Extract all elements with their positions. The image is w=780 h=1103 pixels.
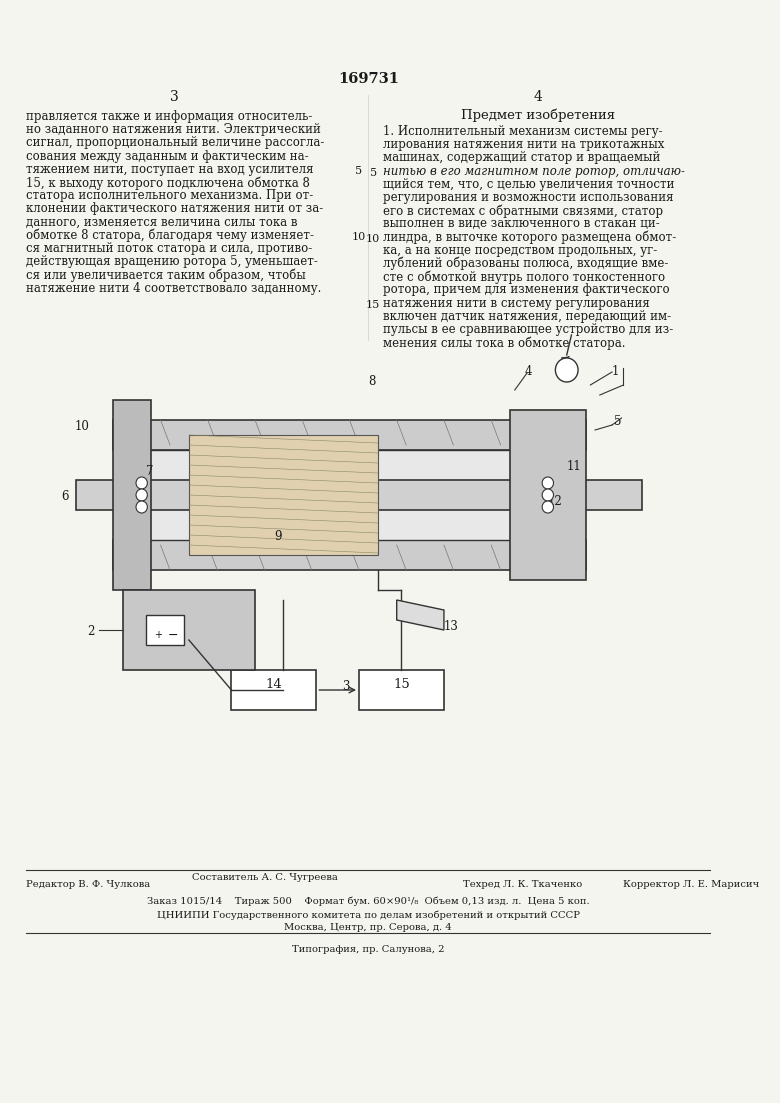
Bar [113, 420, 586, 450]
Text: ка, а на конце посредством продольных, уг-: ка, а на конце посредством продольных, у… [382, 244, 657, 257]
Text: его в системах с обратными связями, статор: его в системах с обратными связями, стат… [382, 204, 663, 217]
Text: машинах, содержащий статор и вращаемый: машинах, содержащий статор и вращаемый [382, 151, 660, 164]
Text: 5: 5 [356, 167, 363, 176]
Text: регулирования и возможности использования: регулирования и возможности использовани… [382, 191, 673, 204]
Text: ся магнитный поток статора и сила, противо-: ся магнитный поток статора и сила, проти… [27, 242, 313, 255]
Text: 9: 9 [274, 531, 282, 543]
Text: действующая вращению ротора 5, уменьшает-: действующая вращению ротора 5, уменьшает… [27, 255, 318, 268]
Text: включен датчик натяжения, передающий им-: включен датчик натяжения, передающий им- [382, 310, 671, 323]
Bar [76, 480, 642, 510]
Text: Предмет изобретения: Предмет изобретения [461, 108, 615, 121]
Circle shape [542, 501, 554, 513]
Text: линдра, в выточке которого размещена обмот-: линдра, в выточке которого размещена обм… [382, 231, 675, 244]
Circle shape [136, 489, 147, 501]
Text: 1. Исполнительный механизм системы регу-: 1. Исполнительный механизм системы регу- [382, 125, 662, 138]
Text: статора исполнительного механизма. При от-: статора исполнительного механизма. При о… [27, 190, 314, 202]
Text: 10: 10 [366, 234, 380, 244]
Text: 2: 2 [87, 625, 94, 638]
Bar [113, 400, 151, 590]
Text: менения силы тока в обмотке статора.: менения силы тока в обмотке статора. [382, 336, 625, 350]
Text: 15: 15 [366, 300, 380, 310]
Text: лирования натяжения нити на трикотажных: лирования натяжения нити на трикотажных [382, 138, 664, 151]
Text: −: − [168, 629, 178, 642]
Text: 5: 5 [370, 168, 377, 179]
Text: Редактор В. Ф. Чулкова: Редактор В. Ф. Чулкова [27, 880, 151, 889]
Text: 4: 4 [534, 90, 543, 104]
Text: нитью в его магнитном поле ротор, отличаю-: нитью в его магнитном поле ротор, отлича… [382, 164, 685, 178]
Circle shape [555, 358, 578, 382]
Text: Составитель А. С. Чугреева: Составитель А. С. Чугреева [192, 872, 338, 882]
Text: правляется также и информация относитель-: правляется также и информация относитель… [27, 110, 313, 124]
Text: сте с обмоткой внутрь полого тонкостенного: сте с обмоткой внутрь полого тонкостенно… [382, 270, 665, 283]
Text: данного, изменяется величина силы тока в: данного, изменяется величина силы тока в [27, 215, 298, 228]
Text: 8: 8 [368, 375, 376, 388]
Bar [113, 540, 586, 570]
Text: 6: 6 [62, 490, 69, 503]
Text: сигнал, пропорциональный величине рассогла-: сигнал, пропорциональный величине рассог… [27, 137, 324, 149]
Text: Техред Л. К. Ткаченко: Техред Л. К. Ткаченко [463, 880, 582, 889]
Circle shape [136, 501, 147, 513]
Bar [232, 670, 317, 710]
Text: 169731: 169731 [338, 72, 399, 86]
Text: клонении фактического натяжения нити от за-: клонении фактического натяжения нити от … [27, 202, 324, 215]
Text: пульсы в ее сравнивающее устройство для из-: пульсы в ее сравнивающее устройство для … [382, 323, 673, 336]
Text: 1: 1 [612, 365, 619, 378]
Circle shape [542, 476, 554, 489]
Text: натяжение нити 4 соответствовало заданному.: натяжение нити 4 соответствовало заданно… [27, 281, 322, 295]
Text: ротора, причем для изменения фактического: ротора, причем для изменения фактическог… [382, 283, 669, 297]
Text: 5: 5 [614, 415, 622, 428]
Bar [133, 450, 567, 540]
Text: ся или увеличивается таким образом, чтобы: ся или увеличивается таким образом, чтоб… [27, 268, 307, 282]
Text: 15: 15 [393, 678, 410, 692]
Text: Москва, Центр, пр. Серова, д. 4: Москва, Центр, пр. Серова, д. 4 [285, 923, 452, 932]
Bar [510, 410, 586, 580]
Text: щийся тем, что, с целью увеличения точности: щийся тем, что, с целью увеличения точно… [382, 178, 674, 191]
Text: натяжения нити в систему регулирования: натяжения нити в систему регулирования [382, 297, 649, 310]
Text: обмотке 8 статора, благодаря чему изменяет-: обмотке 8 статора, благодаря чему изменя… [27, 228, 314, 243]
Bar [147, 615, 184, 645]
Circle shape [542, 489, 554, 501]
Text: тяжением нити, поступает на вход усилителя: тяжением нити, поступает на вход усилите… [27, 163, 314, 175]
Text: Корректор Л. Е. Марисич: Корректор Л. Е. Марисич [623, 880, 760, 889]
Bar [122, 590, 255, 670]
Text: 14: 14 [265, 678, 282, 692]
Text: выполнен в виде заключенного в стакан ци-: выполнен в виде заключенного в стакан ци… [382, 217, 659, 231]
Text: ЦНИИПИ Государственного комитета по делам изобретений и открытий СССР: ЦНИИПИ Государственного комитета по дела… [157, 910, 580, 920]
Text: 15, к выходу которого подключена обмотка 8: 15, к выходу которого подключена обмотка… [27, 176, 310, 190]
Text: Типография, пр. Салунова, 2: Типография, пр. Салунова, 2 [292, 945, 445, 954]
Text: 13: 13 [444, 620, 459, 633]
Bar [359, 670, 444, 710]
Polygon shape [397, 600, 444, 630]
Circle shape [136, 476, 147, 489]
Text: сования между заданным и фактическим на-: сования между заданным и фактическим на- [27, 150, 309, 162]
Text: 10: 10 [352, 233, 366, 243]
Text: 11: 11 [567, 460, 581, 473]
Text: 12: 12 [548, 495, 562, 508]
Text: +: + [154, 630, 161, 640]
Text: 3: 3 [342, 681, 349, 693]
Text: лублений образованы полюса, входящие вме-: лублений образованы полюса, входящие вме… [382, 257, 668, 270]
Text: 10: 10 [75, 420, 90, 433]
Text: Заказ 1015/14    Тираж 500    Формат бум. 60×90¹/₈  Объем 0,13 изд. л.  Цена 5 к: Заказ 1015/14 Тираж 500 Формат бум. 60×9… [147, 897, 590, 907]
Text: 4: 4 [524, 365, 532, 378]
Bar [189, 435, 378, 555]
Text: 7: 7 [147, 465, 154, 478]
Text: но заданного натяжения нити. Электрический: но заданного натяжения нити. Электрическ… [27, 124, 321, 136]
Text: 3: 3 [170, 90, 179, 104]
